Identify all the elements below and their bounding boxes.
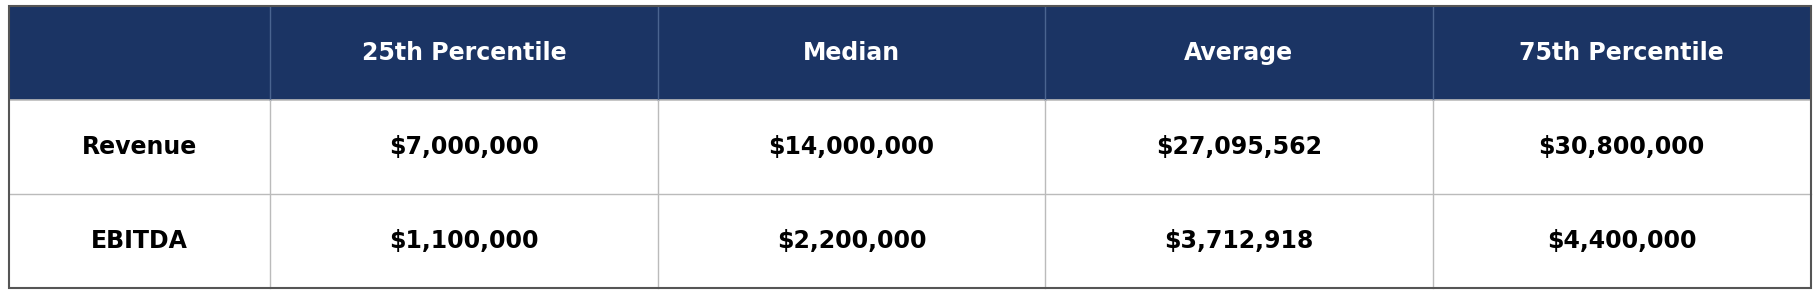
FancyBboxPatch shape (9, 194, 271, 288)
Text: Average: Average (1185, 41, 1294, 65)
Text: $14,000,000: $14,000,000 (768, 135, 934, 159)
FancyBboxPatch shape (1045, 6, 1432, 100)
Text: 75th Percentile: 75th Percentile (1520, 41, 1724, 65)
FancyBboxPatch shape (1045, 100, 1432, 194)
Text: EBITDA: EBITDA (91, 229, 187, 253)
FancyBboxPatch shape (9, 100, 271, 194)
Text: Median: Median (803, 41, 901, 65)
FancyBboxPatch shape (271, 6, 657, 100)
Text: $1,100,000: $1,100,000 (389, 229, 539, 253)
FancyBboxPatch shape (657, 6, 1045, 100)
FancyBboxPatch shape (1432, 194, 1811, 288)
FancyBboxPatch shape (657, 194, 1045, 288)
FancyBboxPatch shape (271, 100, 657, 194)
Text: $2,200,000: $2,200,000 (777, 229, 926, 253)
FancyBboxPatch shape (1432, 100, 1811, 194)
Text: Revenue: Revenue (82, 135, 197, 159)
FancyBboxPatch shape (271, 194, 657, 288)
Text: $3,712,918: $3,712,918 (1165, 229, 1314, 253)
FancyBboxPatch shape (1045, 194, 1432, 288)
Text: $7,000,000: $7,000,000 (389, 135, 539, 159)
Text: $4,400,000: $4,400,000 (1547, 229, 1696, 253)
FancyBboxPatch shape (657, 100, 1045, 194)
Text: 25th Percentile: 25th Percentile (362, 41, 566, 65)
Text: $27,095,562: $27,095,562 (1156, 135, 1321, 159)
FancyBboxPatch shape (1432, 6, 1811, 100)
Text: $30,800,000: $30,800,000 (1538, 135, 1705, 159)
FancyBboxPatch shape (9, 6, 271, 100)
